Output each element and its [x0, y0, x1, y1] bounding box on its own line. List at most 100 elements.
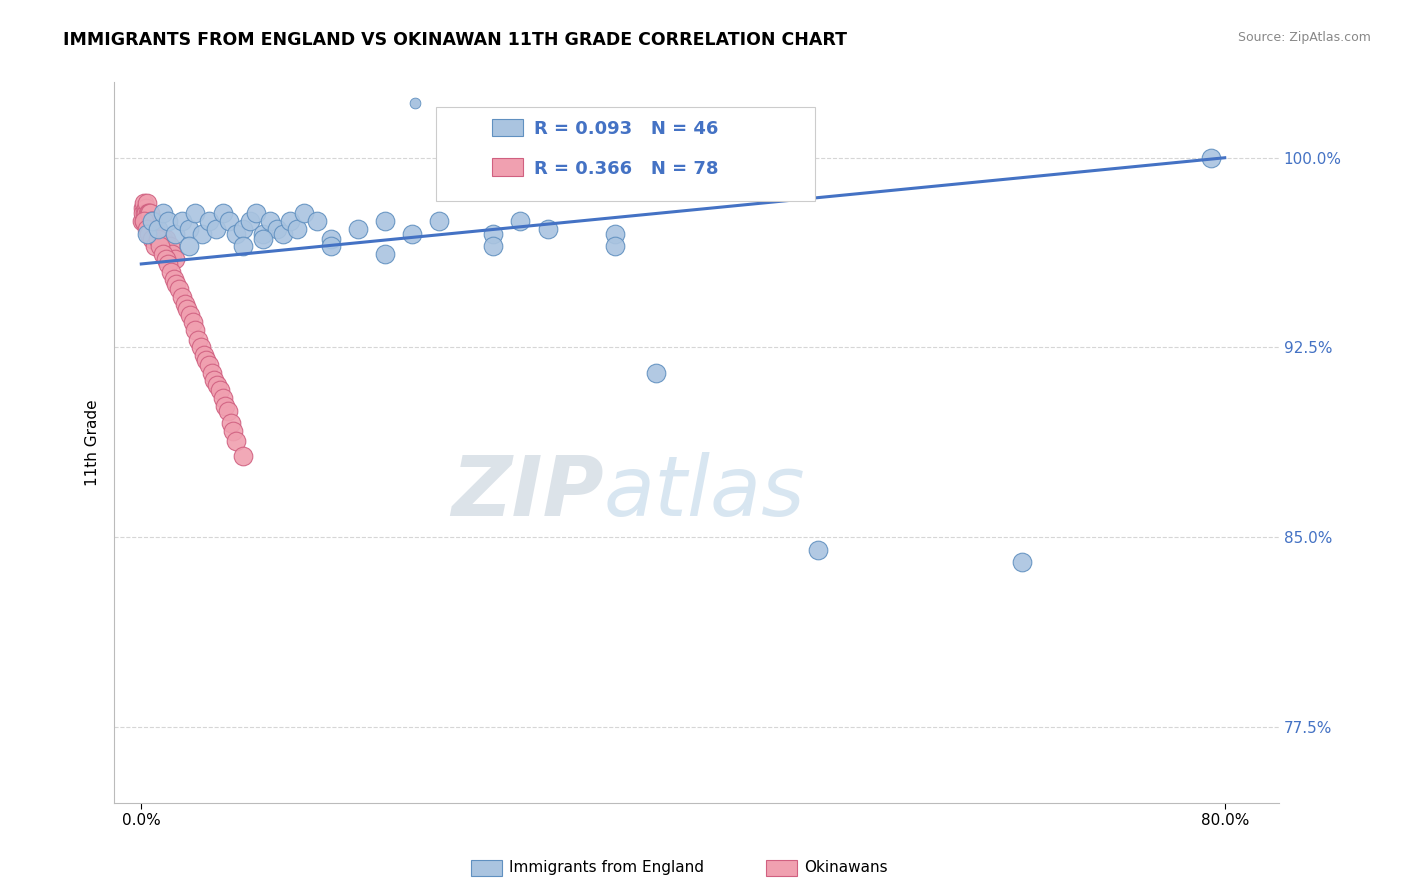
Point	[1199, 151, 1222, 165]
Point	[198, 358, 221, 372]
Point	[374, 247, 396, 261]
Point	[136, 214, 159, 228]
Point	[605, 227, 627, 241]
Point	[807, 542, 830, 557]
Point	[191, 227, 214, 241]
Point	[145, 232, 167, 246]
Point	[141, 214, 163, 228]
Point	[222, 424, 245, 438]
Point	[141, 221, 163, 235]
Point	[152, 247, 174, 261]
Point	[214, 399, 236, 413]
Point	[143, 227, 166, 241]
Point	[141, 221, 163, 235]
Point	[252, 227, 274, 241]
Point	[155, 232, 177, 246]
Point	[239, 214, 262, 228]
Point	[201, 366, 224, 380]
Point	[219, 416, 242, 430]
Point	[145, 227, 167, 241]
Point	[143, 239, 166, 253]
Point	[181, 315, 204, 329]
Point	[146, 227, 169, 241]
Point	[259, 214, 281, 228]
Point	[132, 202, 155, 216]
Point	[482, 227, 505, 241]
Point	[232, 449, 254, 463]
Point	[142, 227, 165, 241]
Point	[143, 221, 166, 235]
Point	[134, 206, 156, 220]
Text: Okinawans: Okinawans	[804, 860, 887, 874]
Point	[170, 290, 193, 304]
Point	[273, 227, 295, 241]
Point	[138, 227, 160, 241]
Point	[211, 391, 233, 405]
Point	[132, 206, 155, 220]
Point	[139, 214, 162, 228]
Point	[150, 239, 173, 253]
Point	[427, 214, 450, 228]
Text: Immigrants from England: Immigrants from England	[509, 860, 704, 874]
Y-axis label: 11th Grade: 11th Grade	[86, 399, 100, 485]
Point	[146, 221, 169, 235]
Point	[162, 247, 184, 261]
Point	[138, 214, 160, 228]
Point	[225, 434, 247, 448]
Point	[160, 264, 183, 278]
Point	[136, 206, 159, 220]
Point	[142, 214, 165, 228]
Text: Source: ZipAtlas.com: Source: ZipAtlas.com	[1237, 31, 1371, 45]
Point	[139, 221, 162, 235]
Point	[266, 221, 288, 235]
Point	[167, 282, 190, 296]
Point	[218, 214, 240, 228]
Point	[165, 227, 187, 241]
Point	[193, 348, 215, 362]
Point	[170, 214, 193, 228]
Point	[157, 214, 180, 228]
Point	[232, 221, 254, 235]
Point	[135, 206, 157, 220]
Point	[159, 239, 181, 253]
Point	[179, 308, 201, 322]
Point	[208, 384, 231, 398]
Point	[285, 221, 308, 235]
Point	[165, 252, 187, 266]
Point	[1011, 555, 1033, 569]
Point	[134, 196, 156, 211]
Point	[136, 196, 159, 211]
Point	[205, 378, 228, 392]
Point	[605, 239, 627, 253]
Point	[157, 257, 180, 271]
Point	[131, 214, 153, 228]
Point	[156, 239, 179, 253]
Text: ZIP: ZIP	[451, 452, 603, 533]
Point	[132, 214, 155, 228]
Point	[278, 214, 301, 228]
Point	[132, 214, 155, 228]
Point	[136, 214, 159, 228]
Point	[152, 206, 174, 220]
Point	[187, 333, 209, 347]
Text: IMMIGRANTS FROM ENGLAND VS OKINAWAN 11TH GRADE CORRELATION CHART: IMMIGRANTS FROM ENGLAND VS OKINAWAN 11TH…	[63, 31, 848, 49]
Point	[149, 227, 172, 241]
Point	[152, 232, 174, 246]
Point	[135, 221, 157, 235]
Text: R = 0.366   N = 78: R = 0.366 N = 78	[534, 160, 718, 178]
Point	[211, 206, 233, 220]
Point	[155, 252, 177, 266]
Point	[190, 340, 212, 354]
Point	[148, 232, 170, 246]
Point	[225, 227, 247, 241]
Point	[166, 277, 188, 292]
Point	[347, 221, 370, 235]
Point	[177, 221, 200, 235]
Point	[184, 323, 207, 337]
Point	[195, 353, 218, 368]
Point	[482, 239, 505, 253]
Point	[146, 232, 169, 246]
Point	[134, 214, 156, 228]
Point	[401, 227, 423, 241]
Point	[138, 221, 160, 235]
